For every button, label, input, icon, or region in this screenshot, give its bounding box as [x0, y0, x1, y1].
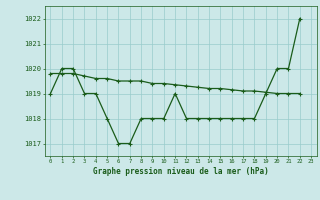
X-axis label: Graphe pression niveau de la mer (hPa): Graphe pression niveau de la mer (hPa) — [93, 167, 269, 176]
